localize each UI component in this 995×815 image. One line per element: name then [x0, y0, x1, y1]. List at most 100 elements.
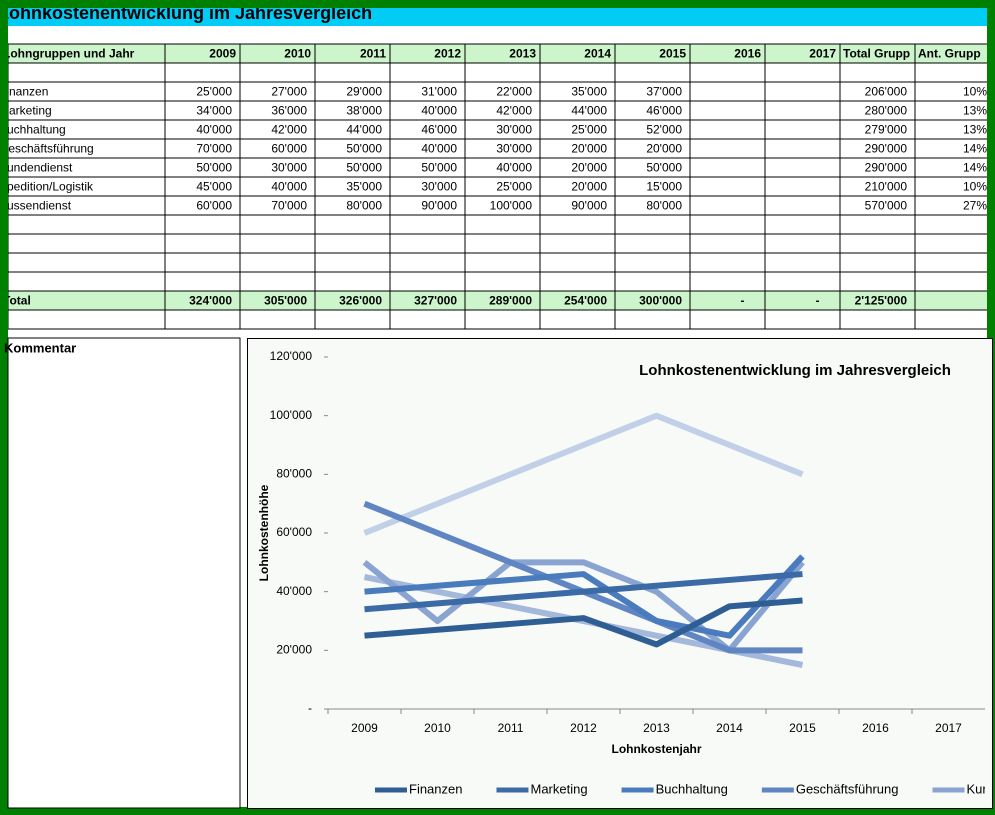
header-year: 2017 — [809, 47, 836, 61]
header-year: 2015 — [659, 47, 686, 61]
cell-total: 290'000 — [865, 142, 908, 156]
legend-label: Finanzen — [409, 781, 462, 796]
row-label: Buchhaltung — [0, 123, 66, 137]
header-year: 2010 — [284, 47, 311, 61]
row-label: Geschäftsführung — [0, 142, 94, 156]
legend-label: Kundendienst — [966, 781, 995, 796]
cell-share: 13% — [963, 104, 987, 118]
cell-value: 42'000 — [496, 104, 532, 118]
cell-value: 100'000 — [490, 199, 533, 213]
series-line — [363, 412, 804, 536]
series-line — [364, 597, 803, 648]
x-tick-label: 2009 — [351, 721, 378, 735]
cell-value: 52'000 — [646, 123, 682, 137]
x-tick-label: 2012 — [570, 721, 597, 735]
cell-value: 50'000 — [646, 161, 682, 175]
cell-value: 30'000 — [496, 123, 532, 137]
row-label: Finanzen — [0, 85, 48, 99]
cell-value: 90'000 — [421, 199, 457, 213]
header-year: 2011 — [360, 47, 386, 61]
cell-share: 14% — [963, 142, 987, 156]
header-year: 2016 — [734, 47, 761, 61]
total-value: 324'000 — [189, 294, 232, 308]
cell-value: 50'000 — [346, 161, 382, 175]
cell-value: 44'000 — [571, 104, 607, 118]
cell-value: 25'000 — [571, 123, 607, 137]
total-value: 254'000 — [564, 294, 607, 308]
x-tick-label: 2010 — [424, 721, 451, 735]
cell-total: 210'000 — [865, 180, 908, 194]
row-label: Kundendienst — [0, 161, 73, 175]
cell-value: 40'000 — [271, 180, 307, 194]
table: Lohnkostenentwicklung im Jahresvergleich… — [0, 3, 987, 330]
cell-total: 279'000 — [865, 123, 908, 137]
cell-value: 46'000 — [421, 123, 457, 137]
cell-value: 60'000 — [196, 199, 232, 213]
row-label: Spedition/Logistik — [0, 180, 94, 194]
x-tick-label: 2013 — [643, 721, 670, 735]
y-tick-label: 120'000 — [270, 349, 313, 363]
sheet-title: Lohnkostenentwicklung im Jahresvergleich — [0, 3, 372, 23]
cell-value: 70'000 — [196, 142, 232, 156]
cell-value: 22'000 — [496, 85, 532, 99]
header-year: 2012 — [434, 47, 461, 61]
cell-value: 31'000 — [421, 85, 457, 99]
y-tick-label: - — [308, 701, 312, 715]
cell-total: 280'000 — [865, 104, 908, 118]
cell-value: 42'000 — [271, 123, 307, 137]
header-row-bg — [8, 44, 987, 63]
total-label: Total — [3, 294, 31, 308]
cell-share: 10% — [963, 85, 987, 99]
cell-value: 20'000 — [571, 142, 607, 156]
cell-value: 60'000 — [271, 142, 307, 156]
cell-value: 30'000 — [496, 142, 532, 156]
cell-value: 20'000 — [646, 142, 682, 156]
cell-value: 40'000 — [496, 161, 532, 175]
x-tick-label: 2014 — [716, 721, 743, 735]
title-bar — [8, 8, 987, 26]
total-row-bg — [8, 291, 987, 310]
cell-share: 10% — [963, 180, 987, 194]
cell-value: 50'000 — [421, 161, 457, 175]
series-line — [364, 571, 803, 613]
cell-value: 80'000 — [646, 199, 682, 213]
cell-value: 44'000 — [346, 123, 382, 137]
cell-value: 35'000 — [571, 85, 607, 99]
legend-label: Geschäftsführung — [796, 781, 899, 796]
comment-label: Kommentar — [4, 340, 76, 355]
cell-value: 35'000 — [346, 180, 382, 194]
series-line — [364, 554, 805, 639]
cell-total: 570'000 — [865, 199, 908, 213]
x-tick-label: 2016 — [862, 721, 889, 735]
y-tick-label: 80'000 — [276, 467, 312, 481]
cell-value: 29'000 — [346, 85, 382, 99]
cell-value: 37'000 — [646, 85, 682, 99]
cell-share: 13% — [963, 123, 987, 137]
cell-share: 14% — [963, 161, 987, 175]
cell-value: 36'000 — [271, 104, 307, 118]
cell-value: 45'000 — [196, 180, 232, 194]
cell-total: 206'000 — [865, 85, 908, 99]
comment-box — [7, 337, 241, 809]
legend-label: Buchhaltung — [656, 781, 728, 796]
cell-value: 50'000 — [196, 161, 232, 175]
y-tick-label: 20'000 — [276, 643, 312, 657]
y-tick-label: 60'000 — [276, 525, 312, 539]
cell-total: 290'000 — [865, 161, 908, 175]
row-label: Aussendienst — [0, 199, 72, 213]
header-year: 2013 — [509, 47, 536, 61]
header-total: Total Grupp — [843, 47, 910, 61]
total-value: - — [741, 294, 745, 308]
y-axis-title: Lohnkostenhöhe — [257, 484, 271, 581]
total-value: 326'000 — [339, 294, 382, 308]
cell-value: 15'000 — [646, 180, 682, 194]
cell-value: 90'000 — [571, 199, 607, 213]
chart-title: Lohnkostenentwicklung im Jahresvergleich — [639, 362, 951, 379]
cell-value: 20'000 — [571, 161, 607, 175]
cell-value: 40'000 — [421, 142, 457, 156]
cell-value: 20'000 — [571, 180, 607, 194]
cell-value: 30'000 — [271, 161, 307, 175]
chart-box — [247, 338, 993, 809]
legend-label: Marketing — [530, 781, 587, 796]
